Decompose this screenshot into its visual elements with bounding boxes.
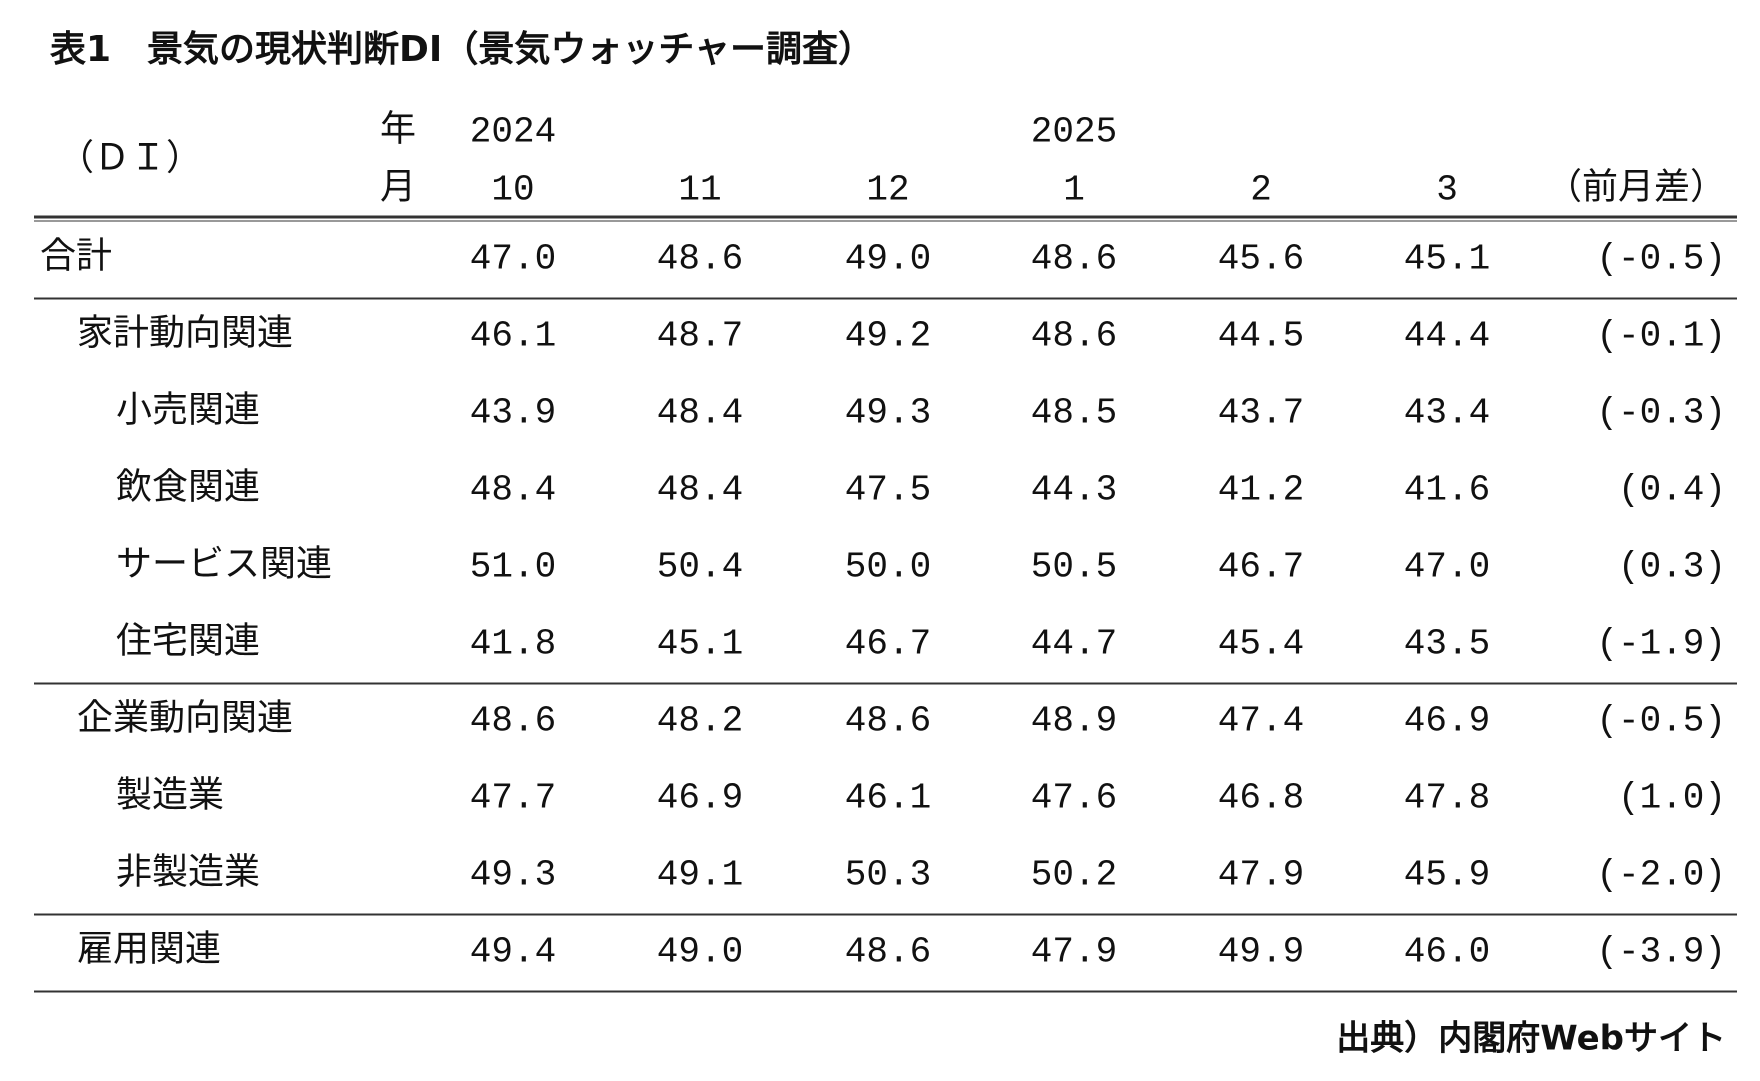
month-header: 12	[866, 170, 909, 211]
cell-value: 49.9	[1218, 932, 1304, 973]
cell-value: 48.6	[657, 239, 743, 280]
cell-value: 48.7	[657, 316, 743, 357]
cell-diff: (-3.9)	[1596, 932, 1726, 973]
month-header: 11	[678, 170, 721, 211]
cell-value: 47.4	[1218, 701, 1304, 742]
cell-value: 48.6	[845, 701, 931, 742]
month-label: 月	[380, 166, 416, 206]
cell-value: 48.2	[657, 701, 743, 742]
cell-value: 47.7	[470, 778, 556, 819]
cell-value: 45.4	[1218, 624, 1304, 665]
cell-value: 45.6	[1218, 239, 1304, 280]
cell-value: 44.7	[1031, 624, 1117, 665]
cell-value: 47.0	[1404, 547, 1490, 588]
cell-value: 46.0	[1404, 932, 1490, 973]
cell-value: 41.6	[1404, 470, 1490, 511]
cell-value: 46.9	[657, 778, 743, 819]
cell-value: 50.4	[657, 547, 743, 588]
cell-value: 49.3	[470, 855, 556, 896]
item-label: 製造業	[116, 774, 224, 814]
cell-diff: (-1.9)	[1596, 624, 1726, 665]
cell-value: 48.4	[657, 470, 743, 511]
cell-value: 50.5	[1031, 547, 1117, 588]
group-label: 家計動向関連	[77, 312, 293, 352]
year-header: 2024	[470, 112, 556, 153]
cell-diff: (-0.1)	[1596, 316, 1726, 357]
cell-value: 44.3	[1031, 470, 1117, 511]
cell-value: 50.0	[845, 547, 931, 588]
cell-diff: (-0.5)	[1596, 239, 1726, 280]
month-header: 10	[491, 170, 534, 211]
cell-value: 47.8	[1404, 778, 1490, 819]
group-label: 企業動向関連	[77, 697, 293, 737]
item-label: 住宅関連	[116, 620, 260, 660]
month-header: 2	[1250, 170, 1272, 211]
cell-value: 47.0	[470, 239, 556, 280]
cell-value: 46.8	[1218, 778, 1304, 819]
cell-value: 48.4	[470, 470, 556, 511]
item-label: 小売関連	[116, 389, 260, 429]
cell-value: 44.5	[1218, 316, 1304, 357]
year-label: 年	[380, 108, 416, 148]
item-label: サービス関連	[116, 543, 332, 583]
group-label: 雇用関連	[77, 928, 221, 968]
cell-value: 43.4	[1404, 393, 1490, 434]
cell-value: 50.2	[1031, 855, 1117, 896]
cell-value: 43.9	[470, 393, 556, 434]
cell-value: 48.4	[657, 393, 743, 434]
cell-value: 48.6	[470, 701, 556, 742]
cell-value: 48.9	[1031, 701, 1117, 742]
cell-diff: (0.3)	[1618, 547, 1726, 588]
cell-value: 49.1	[657, 855, 743, 896]
cell-value: 45.9	[1404, 855, 1490, 896]
cell-value: 47.6	[1031, 778, 1117, 819]
cell-value: 48.5	[1031, 393, 1117, 434]
cell-value: 45.1	[657, 624, 743, 665]
year-header: 2025	[1031, 112, 1117, 153]
cell-value: 46.7	[1218, 547, 1304, 588]
cell-value: 46.1	[845, 778, 931, 819]
title: 表1 景気の現状判断DI（景気ウォッチャー調査）	[49, 29, 874, 70]
cell-diff: (-0.3)	[1596, 393, 1726, 434]
cell-value: 43.7	[1218, 393, 1304, 434]
cell-value: 46.1	[470, 316, 556, 357]
month-header: 3	[1436, 170, 1458, 211]
cell-value: 47.5	[845, 470, 931, 511]
cell-value: 41.8	[470, 624, 556, 665]
row-label: 合計	[40, 235, 112, 275]
cell-value: 48.6	[1031, 316, 1117, 357]
cell-value: 50.3	[845, 855, 931, 896]
cell-value: 48.6	[1031, 239, 1117, 280]
cell-value: 48.6	[845, 932, 931, 973]
cell-value: 45.1	[1404, 239, 1490, 280]
unit-label: （ＤＩ）	[58, 137, 202, 177]
cell-value: 47.9	[1218, 855, 1304, 896]
cell-value: 44.4	[1404, 316, 1490, 357]
cell-value: 49.4	[470, 932, 556, 973]
cell-value: 49.2	[845, 316, 931, 357]
cell-value: 46.7	[845, 624, 931, 665]
diff-header: （前月差）	[1546, 166, 1726, 206]
cell-value: 49.0	[657, 932, 743, 973]
cell-value: 49.3	[845, 393, 931, 434]
cell-value: 43.5	[1404, 624, 1490, 665]
cell-diff: (0.4)	[1618, 470, 1726, 511]
cell-diff: (-0.5)	[1596, 701, 1726, 742]
source-note: 出典）内閣府Webサイト	[1336, 1019, 1726, 1059]
item-label: 非製造業	[116, 851, 260, 891]
cell-diff: (-2.0)	[1596, 855, 1726, 896]
cell-value: 41.2	[1218, 470, 1304, 511]
cell-value: 49.0	[845, 239, 931, 280]
month-header: 1	[1063, 170, 1085, 211]
cell-value: 51.0	[470, 547, 556, 588]
cell-diff: (1.0)	[1618, 778, 1726, 819]
item-label: 飲食関連	[116, 466, 260, 506]
cell-value: 46.9	[1404, 701, 1490, 742]
cell-value: 47.9	[1031, 932, 1117, 973]
